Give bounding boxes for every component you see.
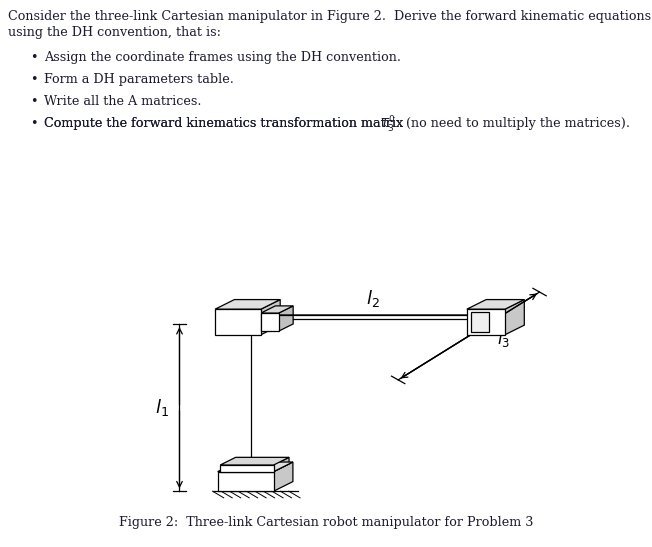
Text: •: • <box>30 51 38 64</box>
Text: •: • <box>30 73 38 86</box>
Text: Assign the coordinate frames using the DH convention.: Assign the coordinate frames using the D… <box>44 51 401 64</box>
Polygon shape <box>505 300 524 335</box>
Polygon shape <box>278 306 293 331</box>
Polygon shape <box>261 313 278 331</box>
Text: (no need to multiply the matrices).: (no need to multiply the matrices). <box>402 117 630 130</box>
Text: Figure 2:  Three-link Cartesian robot manipulator for Problem 3: Figure 2: Three-link Cartesian robot man… <box>119 516 533 529</box>
Text: using the DH convention, that is:: using the DH convention, that is: <box>8 26 221 39</box>
Text: $l_1$: $l_1$ <box>155 397 170 418</box>
Text: •: • <box>30 117 38 130</box>
Polygon shape <box>218 462 293 472</box>
Polygon shape <box>467 309 505 335</box>
Polygon shape <box>220 465 274 472</box>
Polygon shape <box>261 306 293 313</box>
Text: $l_2$: $l_2$ <box>366 288 380 309</box>
Polygon shape <box>467 300 524 309</box>
Text: $l_3$: $l_3$ <box>497 329 510 350</box>
Polygon shape <box>274 457 289 472</box>
Polygon shape <box>215 309 261 335</box>
Polygon shape <box>261 300 280 335</box>
Text: Consider the three-link Cartesian manipulator in Figure 2.  Derive the forward k: Consider the three-link Cartesian manipu… <box>8 10 651 23</box>
Text: Write all the A matrices.: Write all the A matrices. <box>44 95 201 108</box>
Text: $T_3^0$: $T_3^0$ <box>380 115 396 135</box>
Polygon shape <box>471 312 489 331</box>
Polygon shape <box>274 462 293 491</box>
Polygon shape <box>218 472 274 491</box>
Text: Form a DH parameters table.: Form a DH parameters table. <box>44 73 234 86</box>
Text: Compute the forward kinematics transformation matrix: Compute the forward kinematics transform… <box>44 117 408 130</box>
Polygon shape <box>215 300 280 309</box>
Polygon shape <box>220 457 289 465</box>
Text: •: • <box>30 95 38 108</box>
Text: Compute the forward kinematics transformation matrix: Compute the forward kinematics transform… <box>44 117 408 130</box>
